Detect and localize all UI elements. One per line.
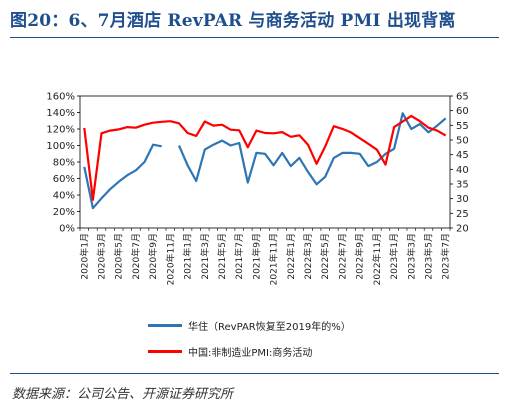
data-source: 数据来源：公司公告、开源证券研究所 <box>12 387 234 402</box>
x-tick-label: 2022年1月 <box>285 233 297 280</box>
x-tick-label: 2023年1月 <box>388 233 400 280</box>
y-left-tick-label: 120% <box>46 125 75 136</box>
legend-label-pmi: 中国:非制造业PMI:商务活动 <box>188 347 313 359</box>
x-tick-label: 2022年9月 <box>354 233 366 280</box>
y-left-tick-label: 40% <box>53 191 75 202</box>
legend-item-huazhu: 华住（RevPAR恢复至2019年的%） <box>148 317 351 333</box>
legend-label-huazhu: 华住（RevPAR恢复至2019年的%） <box>188 321 351 333</box>
x-tick-label: 2022年3月 <box>302 233 314 280</box>
x-tick-label: 2022年7月 <box>336 233 348 280</box>
y-left-tick-label: 20% <box>53 207 75 218</box>
x-tick-label: 2021年11月 <box>268 233 280 285</box>
title-rule <box>10 37 499 38</box>
plot-frame <box>79 95 451 229</box>
y-right-tick-label: 50 <box>456 136 469 147</box>
x-tick-label: 2020年9月 <box>147 233 159 280</box>
x-tick-label: 2022年5月 <box>319 233 331 280</box>
y-right-tick-label: 40 <box>456 165 469 176</box>
y-right-tick-label: 65 <box>456 92 469 103</box>
figure-title: 图20：6、7月酒店 RevPAR 与商务活动 PMI 出现背离 <box>10 11 456 31</box>
y-right-tick-label: 60 <box>456 106 469 117</box>
series-line-pmi-business <box>83 114 447 201</box>
legend-swatch-huazhu <box>148 323 182 327</box>
y-right-tick-label: 55 <box>456 121 469 132</box>
y-left-tick-label: 160% <box>46 92 75 103</box>
y-left-tick-label: 60% <box>53 174 75 185</box>
y-right-tick-label: 25 <box>456 209 469 220</box>
x-tick-label: 2020年3月 <box>96 233 108 280</box>
x-tick-label: 2023年5月 <box>422 233 434 280</box>
y-left-tick-label: 100% <box>46 141 75 152</box>
x-tick-label: 2021年5月 <box>216 233 228 280</box>
x-tick-label: 2020年5月 <box>113 233 125 280</box>
x-tick-label: 2023年7月 <box>440 233 452 280</box>
x-tick-label: 2020年11月 <box>164 233 176 285</box>
x-tick-label: 2021年3月 <box>199 233 211 280</box>
y-left-tick-label: 140% <box>46 108 75 119</box>
y-right-tick-label: 45 <box>456 150 469 161</box>
x-tick-label: 2020年1月 <box>78 233 90 280</box>
legend-swatch-pmi <box>148 349 182 353</box>
y-left-tick-label: 0% <box>59 224 75 235</box>
y-right-tick-label: 20 <box>456 224 469 235</box>
series-line-huazhu-revpar <box>83 112 447 210</box>
y-right-tick-label: 30 <box>456 194 469 205</box>
x-tick-label: 2022年11月 <box>371 233 383 285</box>
x-tick-label: 2021年9月 <box>250 233 262 280</box>
x-tick-label: 2023年3月 <box>405 233 417 280</box>
y-left-tick-label: 80% <box>53 158 75 169</box>
y-right-tick-label: 35 <box>456 180 469 191</box>
footer-rule <box>10 373 499 374</box>
legend-item-pmi: 中国:非制造业PMI:商务活动 <box>148 343 312 359</box>
x-tick-label: 2021年7月 <box>233 233 245 280</box>
x-tick-label: 2020年7月 <box>130 233 142 280</box>
x-tick-label: 2021年1月 <box>182 233 194 280</box>
